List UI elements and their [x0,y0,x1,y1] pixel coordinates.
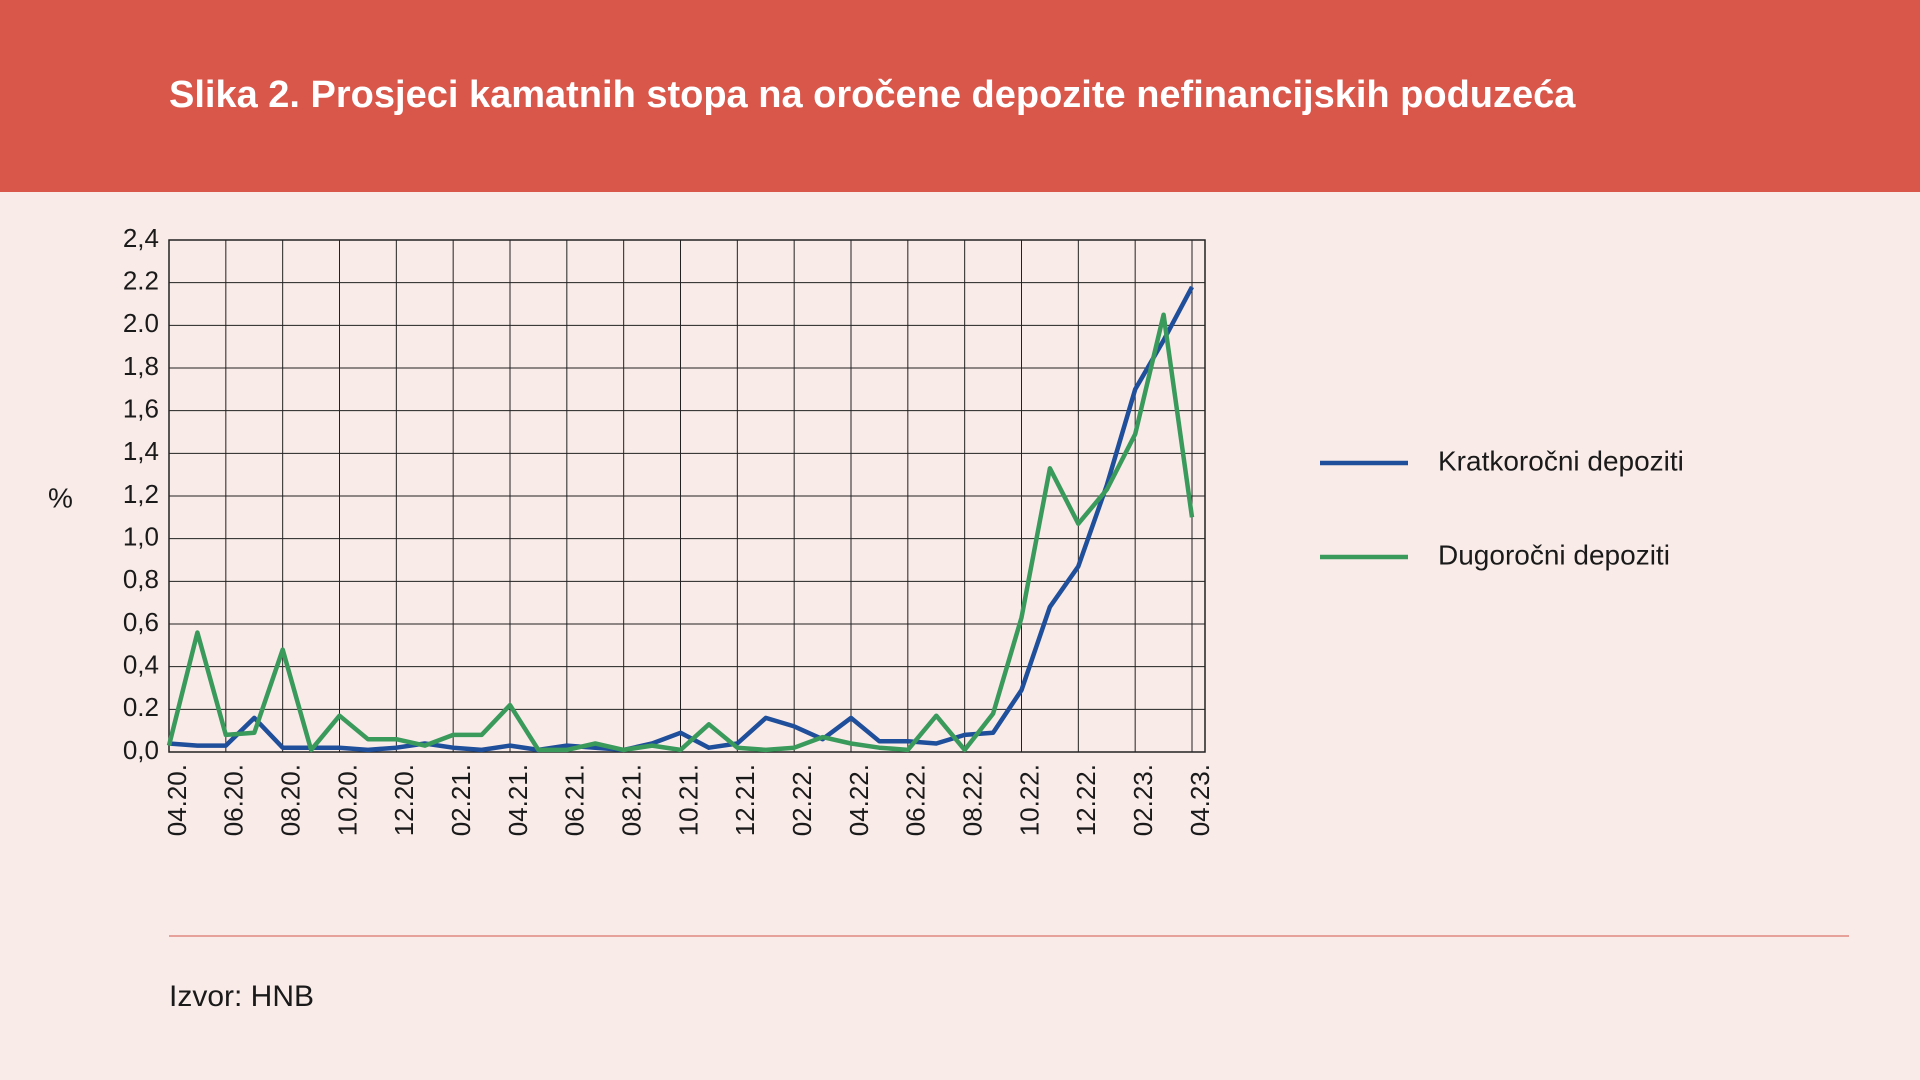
x-tick-label: 08.22. [958,764,988,836]
x-tick-label: 04.20. [162,764,192,836]
y-tick-label: 1,6 [123,394,159,424]
y-tick-label: 0.2 [123,692,159,722]
plot-frame [168,239,1206,753]
y-tick-label: 2.2 [123,266,159,296]
x-tick-label: 04.21. [503,764,533,836]
y-tick-label: 1,8 [123,351,159,381]
x-tick-label: 12.21. [730,764,760,836]
x-tick-label: 08.21. [617,764,647,836]
x-tick-label: 04.23. [1185,764,1215,836]
x-tick-label: 10.21. [673,764,703,836]
y-tick-label: 0,0 [123,735,159,765]
x-tick-label: 06.21. [560,764,590,836]
x-tick-label: 06.22. [901,764,931,836]
x-tick-label: 10.22. [1014,764,1044,836]
x-tick-label: 04.22. [844,764,874,836]
header-band [0,0,1920,192]
x-tick-label: 02.22. [787,764,817,836]
x-tick-label: 12.22. [1071,764,1101,836]
series-line [166,312,1195,753]
y-tick-label: 1,4 [123,436,159,466]
legend-label: Kratkoročni depoziti [1438,445,1684,476]
y-tick-label: 2,4 [123,223,159,253]
chart-title: Slika 2. Prosjeci kamatnih stopa na oroč… [169,74,1576,116]
y-tick-label: 2.0 [123,308,159,338]
x-tick-label: 06.20. [219,764,249,836]
y-tick-label: 0,6 [123,607,159,637]
y-tick-label: 0,4 [123,650,159,680]
y-tick-label: 0,8 [123,564,159,594]
x-tick-label: 08.20. [276,764,306,836]
x-tick-label: 02.23. [1128,764,1158,836]
x-tick-label: 12.20. [389,764,419,836]
series-line [168,285,1194,753]
x-tick-label: 10.20. [332,764,362,836]
y-tick-label: 1,2 [123,479,159,509]
x-tick-label: 02.21. [446,764,476,836]
source: Izvor: HNB [169,980,314,1013]
y-tick-label: 1,0 [123,522,159,552]
y-axis-label: % [48,482,73,513]
legend-label: Dugoročni depoziti [1438,539,1670,570]
